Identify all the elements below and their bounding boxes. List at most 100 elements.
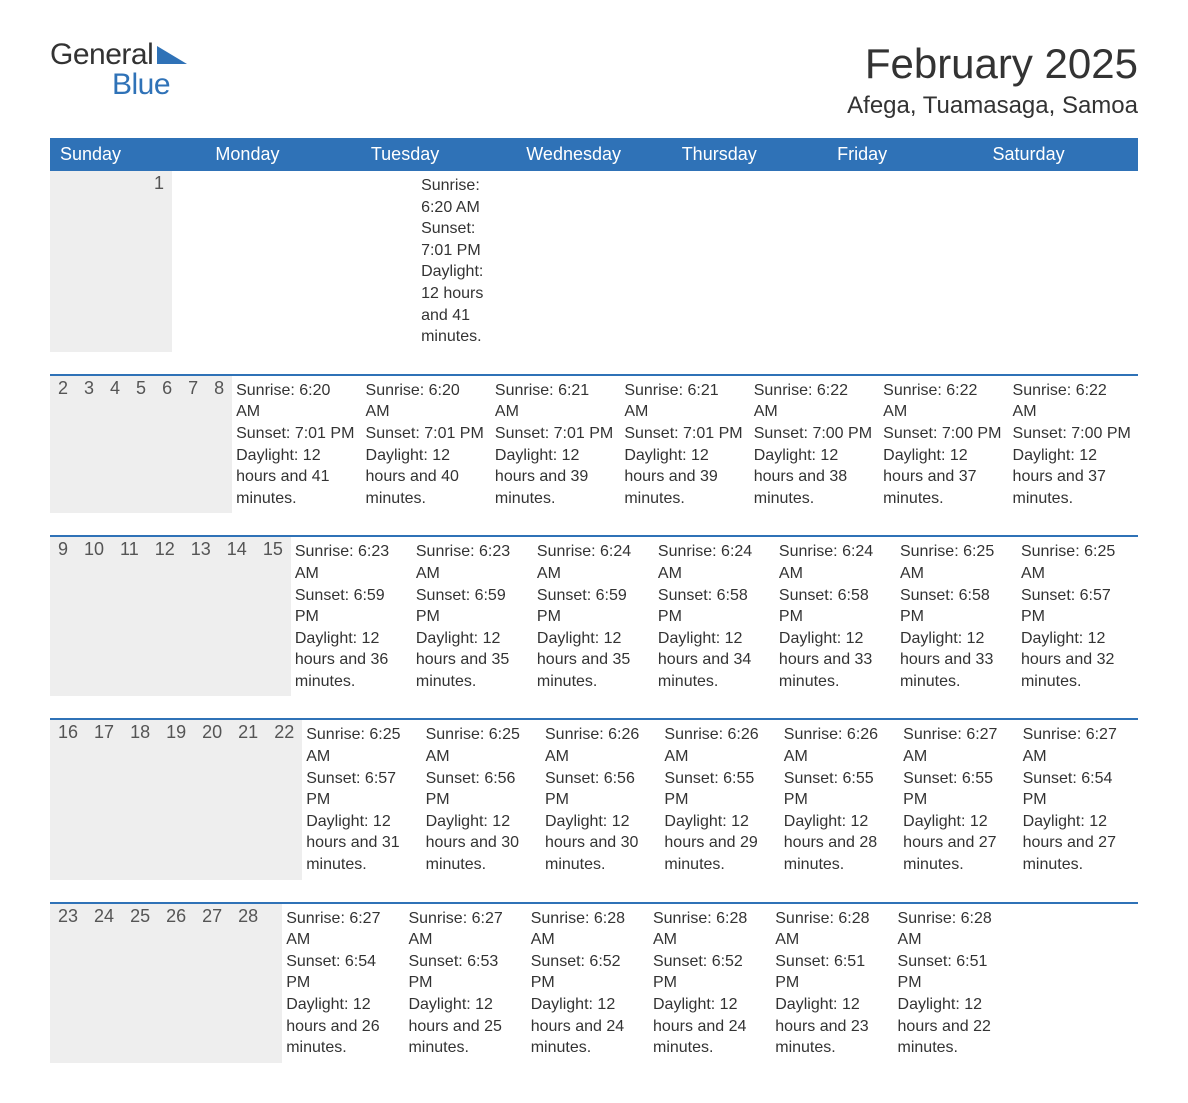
- sunrise-line: Sunrise: 6:28 AM: [775, 908, 887, 951]
- sunrise-line: Sunrise: 6:20 AM: [236, 380, 355, 423]
- day-number: 18: [122, 720, 158, 879]
- sunrise-line: Sunrise: 6:25 AM: [1021, 541, 1132, 584]
- sunset-line: Sunset: 6:55 PM: [664, 768, 773, 811]
- day-cell: [254, 171, 295, 352]
- day-cell: Sunrise: 6:21 AMSunset: 7:01 PMDaylight:…: [491, 376, 620, 514]
- sunset-line: Sunset: 6:51 PM: [775, 951, 887, 994]
- sunset-line: Sunset: 6:57 PM: [1021, 585, 1132, 628]
- daylight-line: Daylight: 12 hours and 35 minutes.: [416, 628, 527, 693]
- daylight-line: Daylight: 12 hours and 27 minutes.: [1023, 811, 1132, 876]
- calendar-week: 232425262728Sunrise: 6:27 AMSunset: 6:54…: [50, 902, 1138, 1063]
- day-cell: Sunrise: 6:24 AMSunset: 6:59 PMDaylight:…: [533, 537, 654, 696]
- sunrise-line: Sunrise: 6:27 AM: [1023, 724, 1132, 767]
- day-number: 7: [180, 376, 206, 514]
- daylight-line: Daylight: 12 hours and 30 minutes.: [426, 811, 535, 876]
- day-number: 13: [183, 537, 219, 696]
- day-cell: Sunrise: 6:28 AMSunset: 6:51 PMDaylight:…: [894, 904, 1016, 1063]
- daybody-row: Sunrise: 6:27 AMSunset: 6:54 PMDaylight:…: [282, 904, 1138, 1063]
- sunset-line: Sunset: 6:58 PM: [900, 585, 1011, 628]
- day-number: [98, 171, 114, 352]
- day-number: 17: [86, 720, 122, 879]
- day-cell: Sunrise: 6:28 AMSunset: 6:52 PMDaylight:…: [649, 904, 771, 1063]
- day-cell: Sunrise: 6:25 AMSunset: 6:57 PMDaylight:…: [302, 720, 421, 879]
- day-number: 1: [146, 171, 172, 352]
- sunset-line: Sunset: 7:01 PM: [624, 423, 743, 445]
- daylight-line: Daylight: 12 hours and 29 minutes.: [664, 811, 773, 876]
- sunset-line: Sunset: 6:53 PM: [408, 951, 520, 994]
- day-cell: Sunrise: 6:20 AMSunset: 7:01 PMDaylight:…: [232, 376, 361, 514]
- sunrise-line: Sunrise: 6:22 AM: [1013, 380, 1132, 423]
- daylight-line: Daylight: 12 hours and 38 minutes.: [754, 445, 873, 510]
- daylight-line: Daylight: 12 hours and 25 minutes.: [408, 994, 520, 1059]
- day-number: [130, 171, 146, 352]
- daylight-line: Daylight: 12 hours and 28 minutes.: [784, 811, 893, 876]
- day-header: Friday: [827, 138, 982, 171]
- sunset-line: Sunset: 7:01 PM: [495, 423, 614, 445]
- day-number: 21: [230, 720, 266, 879]
- sunrise-line: Sunrise: 6:23 AM: [416, 541, 527, 584]
- day-cell: Sunrise: 6:22 AMSunset: 7:00 PMDaylight:…: [1009, 376, 1138, 514]
- day-header-row: SundayMondayTuesdayWednesdayThursdayFrid…: [50, 138, 1138, 171]
- day-number: 14: [219, 537, 255, 696]
- calendar-week: 1 Sunrise: 6:20 AMSunset: 7:01 PMDaylight…: [50, 171, 1138, 352]
- day-cell: Sunrise: 6:27 AMSunset: 6:55 PMDaylight:…: [899, 720, 1018, 879]
- day-cell: Sunrise: 6:25 AMSunset: 6:58 PMDaylight:…: [896, 537, 1017, 696]
- day-cell: [376, 171, 417, 352]
- sunset-line: Sunset: 6:51 PM: [898, 951, 1010, 994]
- day-cell: Sunrise: 6:20 AMSunset: 7:01 PMDaylight:…: [417, 171, 489, 352]
- sunset-line: Sunset: 6:56 PM: [545, 768, 654, 811]
- sunrise-line: Sunrise: 6:24 AM: [658, 541, 769, 584]
- daylight-line: Daylight: 12 hours and 30 minutes.: [545, 811, 654, 876]
- daylight-line: Daylight: 12 hours and 37 minutes.: [883, 445, 1002, 510]
- daynum-row: 2345678: [50, 376, 232, 514]
- day-number: 27: [194, 904, 230, 1063]
- page-header: General Blue February 2025 Afega, Tuamas…: [50, 40, 1138, 120]
- sunset-line: Sunset: 7:01 PM: [421, 218, 483, 261]
- day-cell: Sunrise: 6:27 AMSunset: 6:54 PMDaylight:…: [1019, 720, 1138, 879]
- sunset-line: Sunset: 6:59 PM: [295, 585, 406, 628]
- sunset-line: Sunset: 7:00 PM: [754, 423, 873, 445]
- sunrise-line: Sunrise: 6:28 AM: [898, 908, 1010, 951]
- daylight-line: Daylight: 12 hours and 41 minutes.: [421, 261, 483, 347]
- day-number: 25: [122, 904, 158, 1063]
- calendar-week: 2345678Sunrise: 6:20 AMSunset: 7:01 PMDa…: [50, 374, 1138, 514]
- sunset-line: Sunset: 6:56 PM: [426, 768, 535, 811]
- weeks-container: 1Sunrise: 6:20 AMSunset: 7:01 PMDaylight…: [50, 171, 1138, 1063]
- day-number: 24: [86, 904, 122, 1063]
- day-cell: Sunrise: 6:22 AMSunset: 7:00 PMDaylight:…: [879, 376, 1008, 514]
- brand-line1: General: [50, 40, 153, 70]
- day-number: [266, 904, 282, 1063]
- day-cell: Sunrise: 6:26 AMSunset: 6:55 PMDaylight:…: [780, 720, 899, 879]
- calendar-grid: SundayMondayTuesdayWednesdayThursdayFrid…: [50, 138, 1138, 1063]
- sunrise-line: Sunrise: 6:28 AM: [531, 908, 643, 951]
- month-title: February 2025: [847, 40, 1138, 88]
- sunrise-line: Sunrise: 6:25 AM: [306, 724, 415, 767]
- day-cell: Sunrise: 6:27 AMSunset: 6:54 PMDaylight:…: [282, 904, 404, 1063]
- sunrise-line: Sunrise: 6:22 AM: [754, 380, 873, 423]
- daylight-line: Daylight: 12 hours and 22 minutes.: [898, 994, 1010, 1059]
- daybody-row: Sunrise: 6:20 AMSunset: 7:01 PMDaylight:…: [172, 171, 489, 352]
- sunset-line: Sunset: 6:55 PM: [903, 768, 1012, 811]
- sunrise-line: Sunrise: 6:27 AM: [408, 908, 520, 951]
- day-number: 20: [194, 720, 230, 879]
- daylight-line: Daylight: 12 hours and 40 minutes.: [366, 445, 485, 510]
- location-label: Afega, Tuamasaga, Samoa: [847, 92, 1138, 120]
- daylight-line: Daylight: 12 hours and 31 minutes.: [306, 811, 415, 876]
- daylight-line: Daylight: 12 hours and 39 minutes.: [495, 445, 614, 510]
- day-cell: Sunrise: 6:24 AMSunset: 6:58 PMDaylight:…: [654, 537, 775, 696]
- daylight-line: Daylight: 12 hours and 41 minutes.: [236, 445, 355, 510]
- calendar-week: 16171819202122Sunrise: 6:25 AMSunset: 6:…: [50, 718, 1138, 879]
- brand-flag-icon: [157, 46, 187, 64]
- day-cell: Sunrise: 6:26 AMSunset: 6:55 PMDaylight:…: [660, 720, 779, 879]
- day-number: 3: [76, 376, 102, 514]
- day-cell: Sunrise: 6:27 AMSunset: 6:53 PMDaylight:…: [404, 904, 526, 1063]
- day-cell: [213, 171, 254, 352]
- day-number: 28: [230, 904, 266, 1063]
- sunset-line: Sunset: 6:52 PM: [531, 951, 643, 994]
- day-cell: Sunrise: 6:28 AMSunset: 6:52 PMDaylight:…: [527, 904, 649, 1063]
- day-number: 23: [50, 904, 86, 1063]
- sunrise-line: Sunrise: 6:25 AM: [900, 541, 1011, 584]
- day-cell: [172, 171, 213, 352]
- day-cell: Sunrise: 6:23 AMSunset: 6:59 PMDaylight:…: [412, 537, 533, 696]
- day-number: 12: [147, 537, 183, 696]
